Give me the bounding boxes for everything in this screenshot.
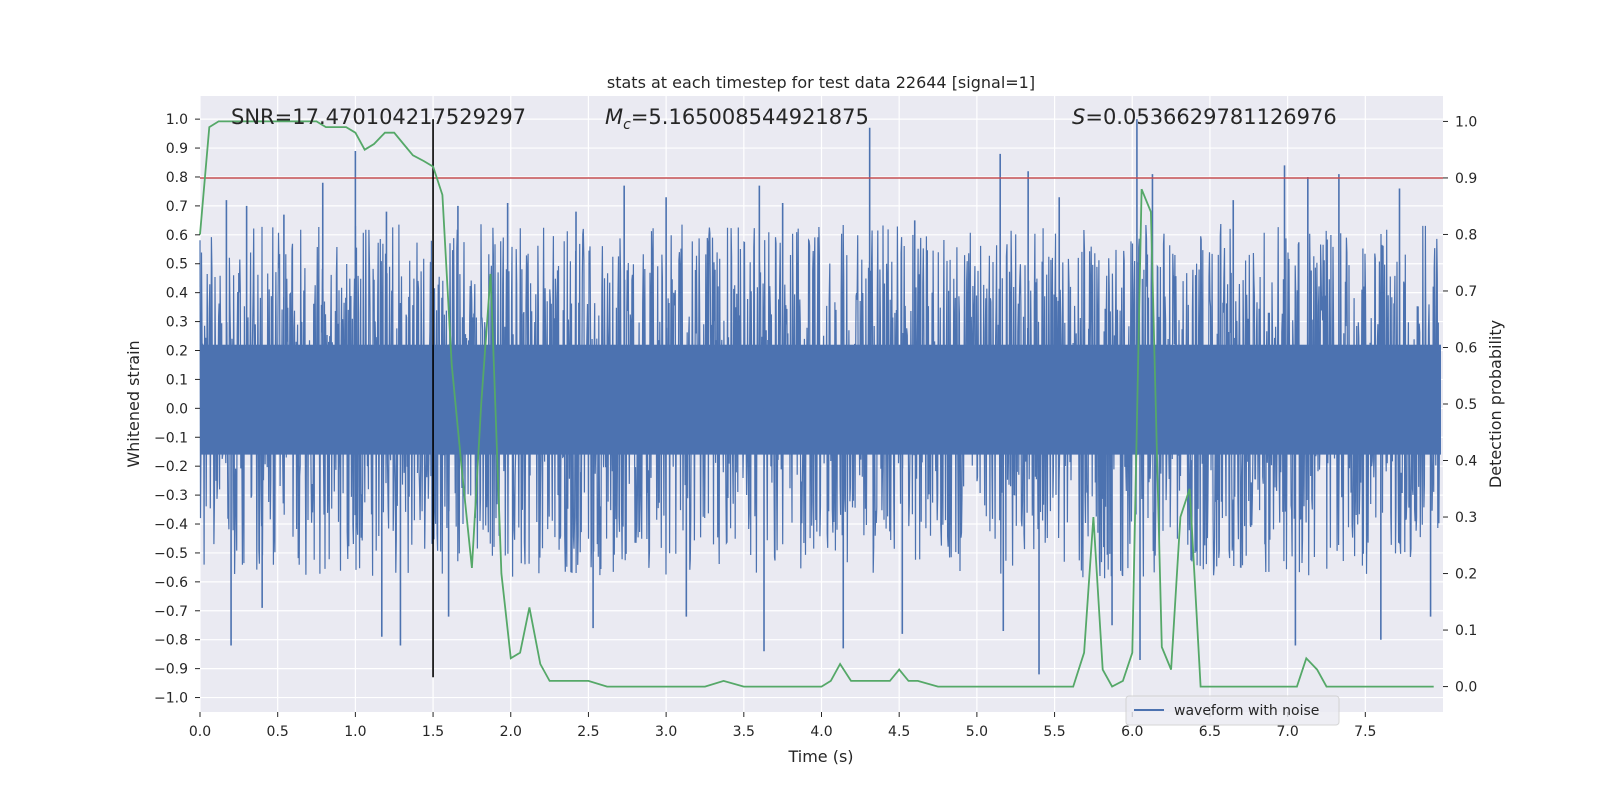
y-tick-label-1: −0.9 — [154, 662, 188, 678]
waveform-body — [200, 344, 1441, 455]
y2-tick-label-10: 1.0 — [1455, 114, 1477, 130]
x-tick-label-2: 1.0 — [344, 724, 366, 740]
x-tick-label-5: 2.5 — [577, 724, 599, 740]
y2-tick-label-8: 0.8 — [1455, 227, 1477, 243]
s-value: =0.0536629781126976 — [1085, 105, 1336, 129]
legend-box — [1125, 695, 1340, 726]
y2-tick-label-2: 0.2 — [1455, 567, 1477, 583]
x-tick-label-3: 1.5 — [422, 724, 444, 740]
y-tick-label-5: −0.5 — [154, 546, 188, 562]
y-tick-label-20: 1.0 — [166, 112, 188, 128]
mc-annotation: Mc=5.165008544921875 — [605, 105, 869, 133]
y-tick-label-10: 0.0 — [166, 401, 188, 417]
y2-tick-label-6: 0.6 — [1455, 340, 1477, 356]
y-tick-label-19: 0.9 — [166, 141, 188, 157]
y2-tick-label-1: 0.1 — [1455, 623, 1477, 639]
y2-axis-ticks: 0.0 0.1 0.2 0.3 0.4 0.5 0.6 0.7 0.8 0.9 1.0 — [1443, 114, 1477, 696]
legend: waveform with noise — [1125, 695, 1340, 726]
y-tick-label-9: −0.1 — [154, 430, 188, 446]
y-axis-ticks: −1.0 −0.9 −0.8 −0.7 −0.6 −0.5 −0.4 −0.3 −0.2 −0.1… — [154, 112, 200, 707]
y-tick-label-13: 0.3 — [166, 315, 188, 331]
y-tick-label-0: −1.0 — [154, 691, 188, 707]
y-tick-label-2: −0.8 — [154, 633, 188, 649]
s-symbol: S — [1072, 105, 1085, 129]
x-tick-label-10: 5.0 — [966, 724, 988, 740]
legend-label-waveform: waveform with noise — [1174, 703, 1319, 719]
x-tick-label-11: 5.5 — [1043, 724, 1065, 740]
y-tick-label-4: −0.6 — [154, 575, 188, 591]
y-tick-label-7: −0.3 — [154, 488, 188, 504]
x-axis-label: Time (s) — [787, 747, 853, 766]
y-tick-label-8: −0.2 — [154, 459, 188, 475]
x-tick-label-8: 4.0 — [810, 724, 832, 740]
y-tick-label-14: 0.4 — [166, 286, 188, 302]
x-tick-label-4: 2.0 — [500, 724, 522, 740]
y2-axis-label: Detection probability — [1486, 320, 1505, 488]
x-tick-label-12: 6.0 — [1121, 724, 1143, 740]
y2-tick-label-7: 0.7 — [1455, 284, 1477, 300]
s-annotation: S=0.0536629781126976 — [1072, 105, 1337, 129]
x-tick-label-15: 7.5 — [1354, 724, 1376, 740]
y-tick-label-3: −0.7 — [154, 604, 188, 620]
probability-line — [199, 120, 1434, 688]
y-axis-label: Whitened strain — [124, 340, 143, 467]
y-tick-label-6: −0.4 — [154, 517, 188, 533]
y2-tick-label-5: 0.5 — [1455, 397, 1477, 413]
waveform-line — [199, 223, 1441, 579]
x-tick-label-13: 6.5 — [1199, 724, 1221, 740]
y-tick-label-11: 0.1 — [166, 372, 188, 388]
mc-symbol: M — [605, 105, 623, 129]
mc-subscript: c — [623, 117, 631, 133]
y-tick-label-16: 0.6 — [166, 228, 188, 244]
y-tick-label-18: 0.8 — [166, 170, 188, 186]
probability-series — [199, 120, 1434, 688]
x-tick-label-1: 0.5 — [267, 724, 289, 740]
waveform-series — [199, 119, 1441, 675]
chart-title: stats at each timestep for test data 226… — [607, 73, 1035, 92]
x-tick-label-7: 3.5 — [733, 724, 755, 740]
y2-tick-label-4: 0.4 — [1455, 454, 1477, 470]
y-tick-label-15: 0.5 — [166, 257, 188, 273]
y2-tick-label-0: 0.0 — [1455, 680, 1477, 696]
x-tick-label-9: 4.5 — [888, 724, 910, 740]
x-axis-ticks: 0.0 0.5 1.0 1.5 2.0 2.5 3.0 3.5 4.0 4.5 5.0 5.5 6.0 6… — [189, 712, 1376, 740]
x-tick-label-14: 7.0 — [1276, 724, 1298, 740]
mc-value: =5.165008544921875 — [631, 105, 869, 129]
x-tick-label-6: 3.0 — [655, 724, 677, 740]
y2-tick-label-3: 0.3 — [1455, 510, 1477, 526]
y-tick-label-17: 0.7 — [166, 199, 188, 215]
y-tick-label-12: 0.2 — [166, 343, 188, 359]
x-tick-label-0: 0.0 — [189, 724, 211, 740]
y2-tick-label-9: 0.9 — [1455, 171, 1477, 187]
snr-annotation: SNR=17.470104217529297 — [231, 105, 526, 129]
